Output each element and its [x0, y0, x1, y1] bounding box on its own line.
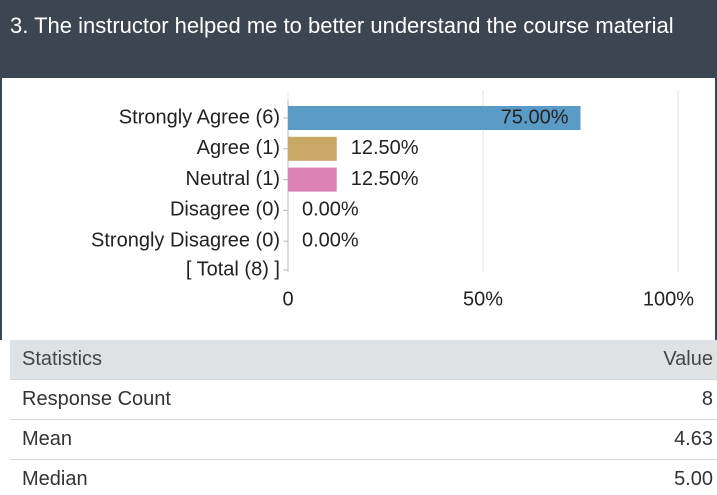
- question-title: 3. The instructor helped me to better un…: [0, 0, 717, 78]
- stats-table: Statistics Value Response Count 8 Mean 4.63…: [10, 340, 717, 495]
- header-cell: Statistics: [22, 348, 103, 370]
- table-header: Statistics Value: [10, 340, 717, 380]
- x-tick-label: 0: [282, 288, 293, 310]
- x-tick-label: 50%: [463, 288, 503, 310]
- category-label: Agree (1): [197, 137, 280, 159]
- table-row: Response Count 8: [10, 380, 717, 420]
- value-label: 0.00%: [302, 199, 359, 221]
- value-label: 0.00%: [302, 229, 359, 251]
- bar: [288, 106, 581, 130]
- header-cell: Value: [663, 348, 713, 370]
- x-tick-label: 100%: [643, 288, 694, 310]
- value-label: 12.50%: [351, 168, 419, 190]
- value-label: 12.50%: [351, 137, 419, 159]
- table-row: Median 5.00: [10, 460, 717, 495]
- category-label: [ Total (8) ]: [186, 258, 280, 280]
- chart-area: 0 50% 100% Strongly Agree (6) 75.00% Agree (1…: [0, 78, 717, 340]
- table-cell: Median: [22, 468, 88, 490]
- table-cell: Mean: [22, 428, 73, 450]
- value-label: 75.00%: [501, 106, 569, 128]
- category-label: Neutral (1): [186, 168, 280, 190]
- category-label: Disagree (0): [170, 199, 280, 221]
- table-row: Mean 4.63: [10, 420, 717, 460]
- table-cell: 8: [701, 388, 713, 410]
- table-cell: Response Count: [22, 388, 171, 410]
- bar: [288, 167, 337, 192]
- category-label: Strongly Disagree (0): [91, 229, 280, 251]
- chart: 0 50% 100% Strongly Agree (6) 75.00% Agree (1…: [91, 90, 694, 310]
- category-label: Strongly Agree (6): [119, 106, 280, 128]
- bar: [288, 136, 337, 161]
- table-cell: 4.63: [674, 428, 713, 450]
- table-cell: 5.00: [674, 468, 713, 490]
